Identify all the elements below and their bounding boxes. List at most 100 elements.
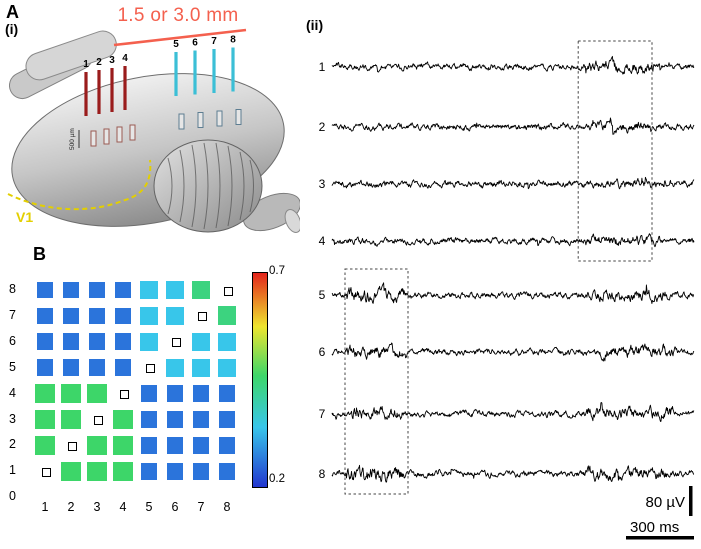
- matrix-cell: [114, 307, 132, 325]
- matrix-diagonal-marker: [93, 416, 103, 425]
- panel-a-label: A: [6, 2, 19, 22]
- matrix-cell: [218, 332, 236, 351]
- matrix-cell: [218, 437, 236, 454]
- matrix-x-tick: 3: [93, 500, 101, 514]
- matrix-cell: [62, 307, 80, 325]
- matrix-cell: [36, 359, 54, 377]
- panel-b-label: B: [33, 244, 46, 264]
- matrix-x-tick: 8: [223, 500, 231, 514]
- matrix-cell: [36, 281, 54, 299]
- matrix-y-tick: 2: [9, 437, 16, 452]
- voltage-trace: [331, 117, 695, 135]
- matrix-cell: [218, 358, 236, 377]
- voltage-trace: [331, 176, 695, 190]
- matrix-cell: [35, 435, 55, 455]
- electrode-arrays: 1 2 3 4 5 6 7 8: [83, 28, 247, 147]
- matrix-cell: [140, 462, 158, 480]
- matrix-diagonal-marker: [119, 390, 129, 400]
- panel-a-sub-label: (i): [5, 21, 19, 37]
- matrix-cell: [192, 437, 210, 454]
- matrix-cell: [35, 384, 55, 404]
- matrix-cell: [166, 385, 184, 402]
- trace-label: 6: [319, 345, 326, 359]
- matrix-y-tick: 6: [9, 333, 16, 348]
- matrix-cell: [88, 307, 106, 325]
- cerebellum: [153, 139, 263, 233]
- matrix-cell: [114, 333, 132, 351]
- matrix-cell: [191, 280, 211, 300]
- matrix-x-tick: 1: [41, 500, 49, 514]
- matrix-y-tick: 5: [9, 359, 16, 374]
- matrix-diagonal-marker: [67, 441, 77, 451]
- matrix-cell: [218, 411, 236, 428]
- voltage-scale-bar: [689, 486, 693, 516]
- matrix-y-tick: 8: [9, 282, 16, 296]
- brain-schematic: V1 500 µm 1 2 3 4 5 6 7 8: [7, 28, 300, 233]
- trace-label: 7: [319, 407, 326, 421]
- red-electrode-contact: [116, 126, 123, 143]
- colorbar-min-label: 0.2: [269, 473, 285, 485]
- matrix-y-tick: 0: [9, 489, 16, 504]
- time-scale-bar: [626, 536, 694, 540]
- voltage-trace: [331, 342, 695, 362]
- matrix-cell: [87, 384, 107, 404]
- matrix-diagonal-marker: [171, 338, 181, 348]
- matrix-cell: [62, 333, 80, 351]
- red-electrode-number: 1: [83, 59, 89, 70]
- matrix-cell: [113, 435, 133, 455]
- matrix-cell: [192, 411, 210, 428]
- trace-label: 3: [319, 177, 326, 191]
- matrix-y-tick: 1: [9, 463, 16, 478]
- cyan-electrode-number: 6: [192, 38, 198, 49]
- matrix-cell: [140, 411, 158, 428]
- matrix-cell: [166, 281, 184, 299]
- matrix-y-tick: 7: [9, 307, 16, 322]
- matrix-x-tick: 5: [145, 500, 153, 514]
- red-electrode-contact: [90, 130, 97, 147]
- matrix-cell: [114, 281, 132, 299]
- matrix-cell: [87, 461, 107, 481]
- matrix-cell: [35, 409, 55, 430]
- voltage-trace: [331, 282, 695, 304]
- matrix-cell: [140, 332, 158, 351]
- colorbar-max-label: 0.7: [269, 265, 285, 277]
- depth-scale: 500 µm: [69, 128, 80, 150]
- highlight-window-box: [344, 268, 409, 495]
- matrix-cell: [218, 385, 236, 402]
- distance-measure-line: [113, 28, 247, 47]
- matrix-cell: [166, 462, 184, 480]
- trace-label: 8: [319, 467, 326, 481]
- scale-bars: 80 µV 300 ms: [626, 486, 694, 540]
- matrix-x-tick: 6: [171, 500, 179, 514]
- cyan-electrode-number: 5: [173, 39, 179, 50]
- matrix-cell: [192, 462, 210, 480]
- matrix-cell: [166, 437, 184, 454]
- matrix-diagonal-marker: [197, 312, 207, 322]
- voltage-trace: [331, 55, 695, 75]
- matrix-cell: [61, 384, 81, 404]
- red-electrode-number: 3: [109, 55, 115, 66]
- matrix-cell: [192, 358, 210, 377]
- v1-label: V1: [16, 209, 33, 225]
- matrix-cell: [166, 358, 184, 377]
- matrix-cell: [140, 437, 158, 454]
- voltage-trace: [331, 402, 695, 422]
- highlight-boxes-layer: [344, 40, 653, 495]
- matrix-cell: [62, 359, 80, 377]
- v1-boundary-dashed-line: [7, 159, 152, 211]
- voltage-trace: [331, 464, 695, 483]
- matrix-diagonal-marker: [145, 364, 155, 374]
- matrix-x-tick: 7: [197, 500, 205, 514]
- matrix-x-tick: 4: [119, 500, 127, 514]
- voltage-trace: [331, 233, 695, 248]
- matrix-diagonal-marker: [223, 286, 233, 296]
- correlation-matrix: 0 1 2 3 4 5 6 7 8 1 2 3 4 5 6 7 8: [0, 262, 250, 524]
- cyan-electrode-contact: [235, 109, 242, 125]
- matrix-cell: [217, 306, 237, 326]
- electrode-distance-label: 1.5 or 3.0 mm: [117, 5, 239, 26]
- red-electrode-number: 4: [122, 53, 128, 64]
- matrix-y-tick: 3: [9, 411, 16, 426]
- matrix-cell: [88, 281, 106, 299]
- matrix-cell: [36, 307, 54, 325]
- trace-label: 4: [319, 234, 326, 248]
